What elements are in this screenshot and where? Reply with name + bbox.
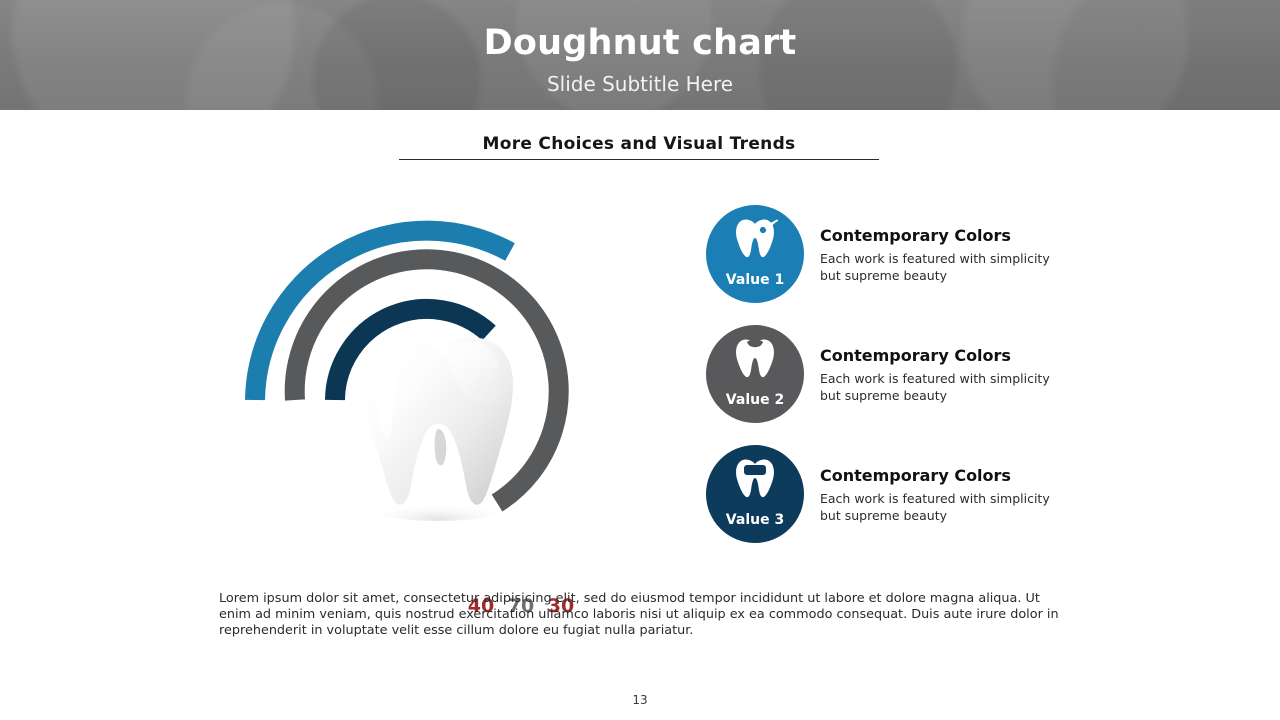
legend-value-2: 30 [547,595,575,617]
value-item-1[interactable]: Value 1 Contemporary Colors Each work is… [706,205,1066,303]
doughnut-chart: 40 70 30 [225,185,645,617]
value-item-2[interactable]: Value 2 Contemporary Colors Each work is… [706,325,1066,423]
arc-ring-value3 [325,299,496,401]
legend-value-1: 70 [507,595,535,617]
value-desc-2: Each work is featured with simplicity bu… [820,371,1050,403]
tooth-crown-icon [736,459,774,498]
value-badge-label-1: Value 1 [725,272,785,288]
section-heading: More Choices and Visual Trends [482,134,796,154]
value-badge-label-2: Value 2 [725,392,785,408]
slide-header: Doughnut chart Slide Subtitle Here [0,0,1280,110]
value-item-3[interactable]: Value 3 Contemporary Colors Each work is… [706,445,1066,543]
value-text-2: Contemporary Colors Each work is feature… [820,345,1066,404]
arc-ring-value2 [284,249,569,512]
tooth-3d-illustration [364,337,513,521]
arc-rings-svg [245,220,569,521]
value-desc-1: Each work is featured with simplicity bu… [820,251,1050,283]
value-badge-label-3: Value 3 [725,512,785,528]
legend-value-0: 40 [467,595,495,617]
value-badge-2[interactable]: Value 2 [706,325,804,423]
value-text-3: Contemporary Colors Each work is feature… [820,465,1066,524]
section-divider [399,159,879,160]
value-badge-1[interactable]: Value 1 [706,205,804,303]
value-badge-3[interactable]: Value 3 [706,445,804,543]
value-text-1: Contemporary Colors Each work is feature… [820,225,1066,284]
tooth-signal-icon [736,219,778,258]
value-title-2: Contemporary Colors [820,346,1011,365]
page-subtitle: Slide Subtitle Here [546,72,734,96]
chart-legend: 40 70 30 [461,594,591,620]
value-list: Value 1 Contemporary Colors Each work is… [706,205,1066,550]
page-number: 13 [632,693,648,707]
tooth-notch-icon [736,339,774,378]
page-title: Doughnut chart [483,23,797,63]
footer-paragraph: Lorem ipsum dolor sit amet, consectetur … [219,591,1059,638]
value-desc-3: Each work is featured with simplicity bu… [820,491,1050,523]
value-title-3: Contemporary Colors [820,466,1011,485]
value-title-1: Contemporary Colors [820,226,1011,245]
arc-ring-value1 [245,220,515,401]
